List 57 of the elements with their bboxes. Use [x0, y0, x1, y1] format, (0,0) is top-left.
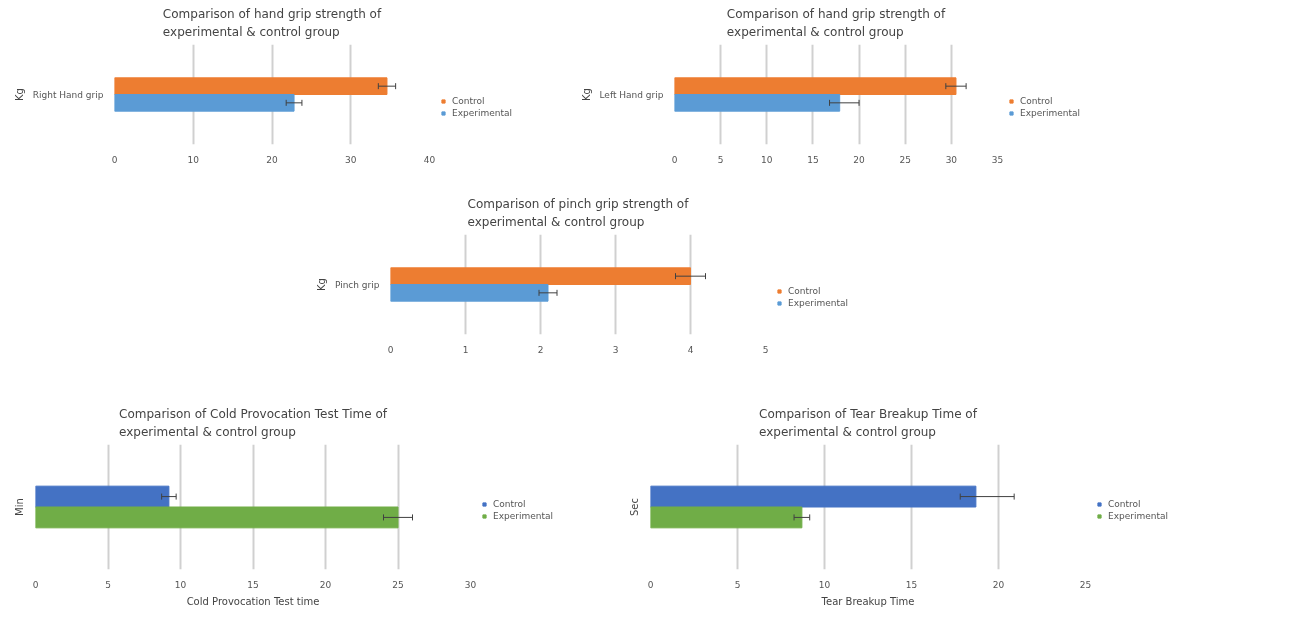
y-axis-title: Kg	[13, 88, 25, 101]
y-tick-label: Left Hand grip	[599, 89, 664, 100]
legend-label: Control	[452, 95, 485, 106]
x-tick-label: 30	[945, 154, 958, 165]
x-tick-label: 5	[734, 579, 741, 590]
legend-label: Control	[493, 498, 526, 509]
x-tick-label: 20	[266, 154, 278, 165]
x-tick-label: 20	[319, 579, 332, 590]
x-axis-title: Cold Provocation Test time	[186, 595, 320, 607]
legend-label: Experimental	[452, 107, 513, 118]
legend-label: Control	[1108, 498, 1141, 509]
chart-title: Comparison of hand grip strength of experimental & control group	[162, 7, 382, 40]
x-tick-label: 15	[807, 154, 819, 165]
x-tick-label: 25	[899, 154, 911, 165]
x-tick-label: 20	[992, 579, 1005, 590]
x-tick-label: 0	[111, 154, 118, 165]
x-tick-label: 0	[671, 154, 678, 165]
chart-title: Comparison of pinch grip strength of experimental & control group	[467, 197, 690, 230]
x-tick-label: 5	[105, 579, 111, 590]
legend-label: Experimental	[788, 297, 849, 308]
legend-label: Experimental	[1020, 107, 1081, 118]
y-tick-label: Pinch grip	[334, 279, 380, 290]
x-tick-label: 35	[991, 154, 1004, 165]
chart-title: Comparison of hand grip strength of experimental & control group	[726, 7, 946, 40]
x-tick-label: 10	[187, 154, 200, 165]
x-tick-label: 25	[1079, 579, 1092, 590]
legend-label: Control	[1020, 95, 1053, 106]
x-tick-label: 20	[853, 154, 866, 165]
x-tick-label: 25	[392, 579, 404, 590]
x-tick-label: 15	[247, 579, 259, 590]
y-axis-title: Kg	[315, 278, 327, 291]
y-axis-title: Min	[13, 498, 25, 516]
x-tick-label: 10	[818, 579, 831, 590]
x-tick-label: 4	[687, 344, 694, 355]
x-tick-label: 1	[462, 344, 469, 355]
y-axis-title: Sec	[628, 498, 640, 516]
x-tick-label: 0	[32, 579, 39, 590]
chart-title: Comparison of Tear Breakup Time of experimental & control group	[759, 407, 978, 440]
y-axis-title: Kg	[580, 88, 592, 101]
legend-label: Experimental	[493, 510, 554, 521]
x-axis-title: Tear Breakup Time	[820, 595, 915, 607]
legend-label: Control	[788, 285, 821, 296]
y-tick-label: Right Hand grip	[32, 89, 104, 100]
x-tick-label: 0	[647, 579, 654, 590]
x-tick-label: 5	[717, 154, 724, 165]
x-tick-label: 10	[761, 154, 773, 165]
x-tick-label: 10	[174, 579, 187, 590]
x-tick-label: 2	[537, 344, 544, 355]
x-tick-label: 40	[423, 154, 436, 165]
x-tick-label: 30	[464, 579, 477, 590]
chart-title: Comparison of Cold Provocation Test Time of experimental & control group	[119, 407, 388, 440]
legend-label: Experimental	[1108, 510, 1169, 521]
x-tick-label: 3	[612, 344, 619, 355]
x-tick-label: 30	[345, 154, 357, 165]
x-tick-label: 15	[905, 579, 918, 590]
x-tick-label: 0	[387, 344, 394, 355]
x-tick-label: 5	[762, 344, 769, 355]
